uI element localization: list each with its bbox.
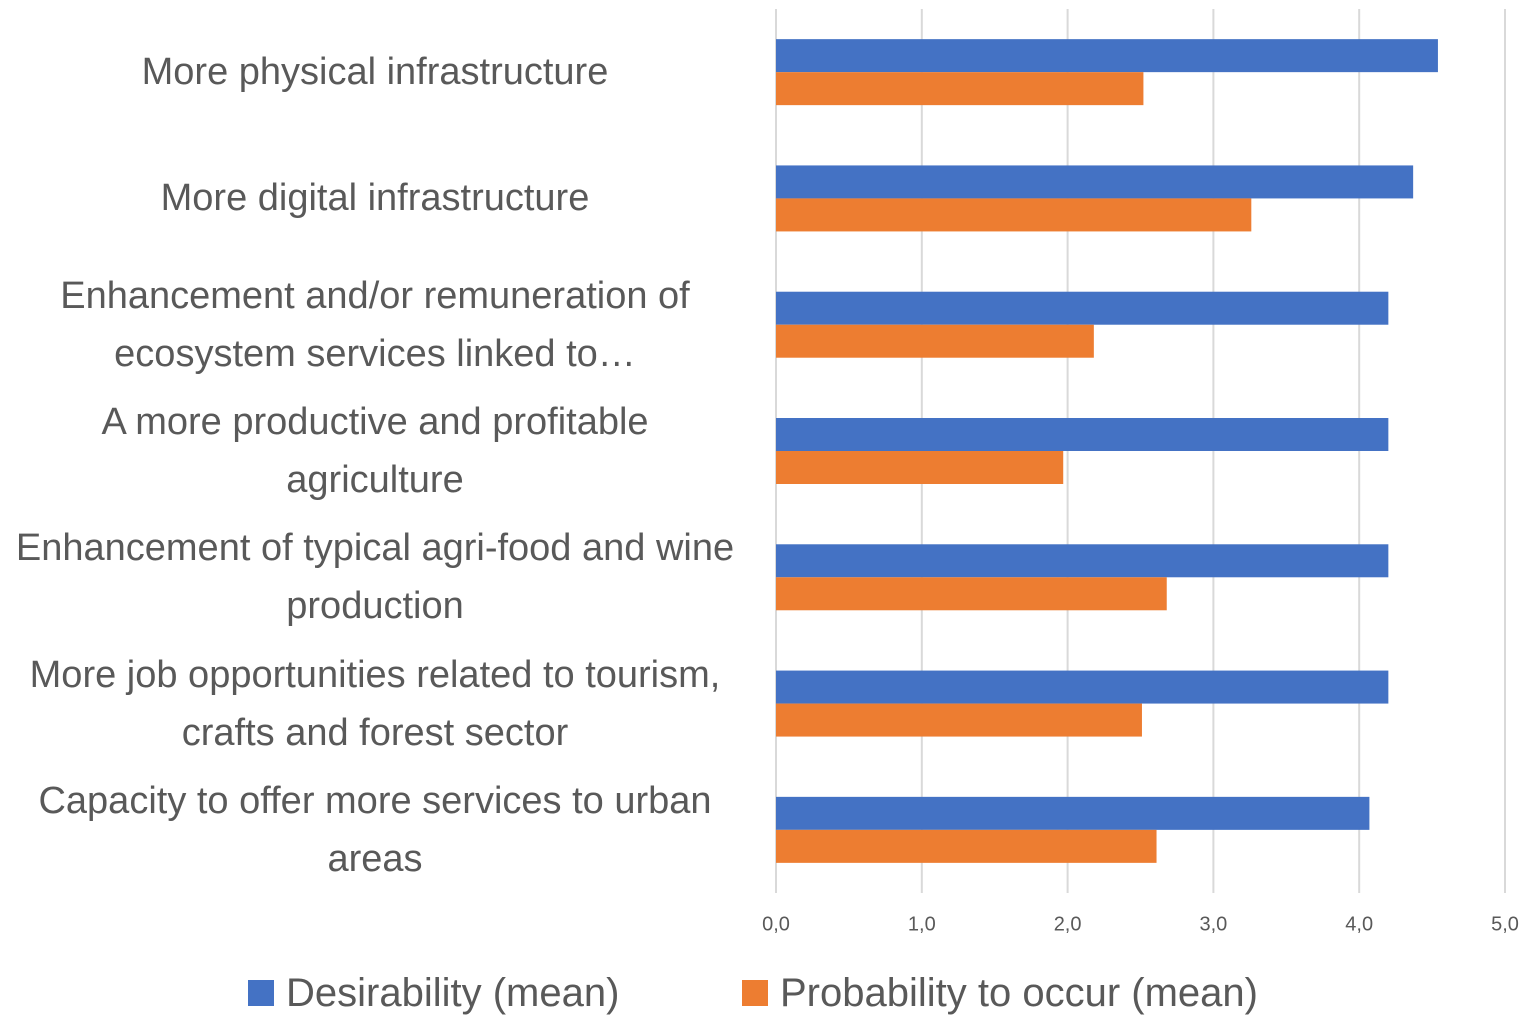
bar xyxy=(776,291,1389,325)
bar xyxy=(776,796,1370,830)
legend-item: Desirability (mean) xyxy=(248,965,619,1021)
bar xyxy=(776,39,1438,73)
bar xyxy=(776,324,1094,358)
legend-label: Desirability (mean) xyxy=(286,970,620,1015)
y-tick-label: More physical infrastructure xyxy=(141,51,609,94)
y-tick-label: Enhancement of typical agri-food and win… xyxy=(15,527,735,628)
bar xyxy=(776,418,1389,451)
x-tick-label: 3,0 xyxy=(1199,913,1227,935)
bar xyxy=(776,198,1252,232)
y-tick-label: Capacity to offer more services to urban… xyxy=(38,779,712,880)
y-tick-label: More digital infrastructure xyxy=(160,177,590,220)
y-tick-label: A more productive and profitable agricul… xyxy=(101,400,649,501)
legend-item: Probability to occur (mean) xyxy=(742,965,1258,1021)
legend-label: Probability to occur (mean) xyxy=(780,970,1258,1015)
x-tick-label: 0,0 xyxy=(762,913,790,935)
bar xyxy=(776,670,1389,704)
bar xyxy=(776,165,1414,199)
x-tick-label: 4,0 xyxy=(1345,913,1373,935)
y-tick-label: More job opportunities related to touris… xyxy=(29,653,721,754)
y-tick-label: Enhancement and/or remuneration of ecosy… xyxy=(60,274,690,375)
bar xyxy=(776,577,1167,611)
x-tick-label: 1,0 xyxy=(908,913,936,935)
x-tick-label: 5,0 xyxy=(1491,913,1519,935)
bar xyxy=(776,72,1144,106)
bar xyxy=(776,544,1389,578)
bar xyxy=(776,703,1142,737)
legend-swatch xyxy=(248,980,274,1006)
x-tick-label: 2,0 xyxy=(1054,913,1082,935)
legend-swatch xyxy=(742,980,768,1006)
bar xyxy=(776,451,1064,484)
bar xyxy=(776,829,1157,863)
